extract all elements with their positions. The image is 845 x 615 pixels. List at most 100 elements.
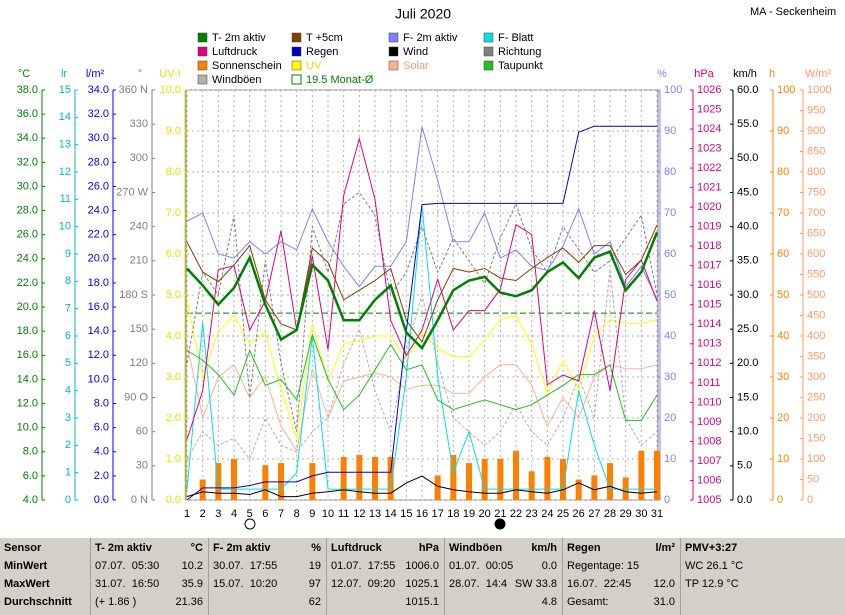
tick-label: 36.0	[17, 108, 38, 120]
tick-label: 6	[65, 330, 71, 342]
tick-label: 1012	[697, 357, 721, 369]
tick-label: 1018	[697, 240, 721, 252]
x-tick-label: 2	[200, 508, 206, 520]
sunshine-bar	[309, 463, 316, 500]
tick-label: 150	[807, 432, 825, 444]
tick-label: 18.0	[88, 277, 109, 289]
tick-label: 10.0	[88, 373, 109, 385]
stats-column: PMV+3:27 WC 26.1 °C TP 12.9 °C	[680, 538, 845, 615]
tick-label: 180 S	[119, 289, 148, 301]
axis-title: %	[657, 68, 667, 80]
tick-label: 5.0	[166, 289, 181, 301]
row-label-cell: Durchschnitt	[4, 596, 84, 612]
tick-label: 330	[130, 118, 148, 130]
header-cell: T- 2m aktiv °C	[95, 542, 203, 558]
tick-label: 34.0	[88, 84, 109, 96]
cell-value: 1025.1	[405, 578, 439, 590]
legend-swatch	[483, 32, 494, 43]
tick-label: 26.0	[17, 229, 38, 241]
stats-cell: 01.07. 00:05 0.0	[449, 560, 557, 576]
tick-label: 400	[807, 330, 825, 342]
stats-cell: (+ 1.86 ) 21.36	[95, 596, 203, 612]
stats-cell: 62	[213, 596, 321, 612]
cell-value: 35.9	[181, 578, 203, 590]
x-tick-label: 20	[479, 508, 491, 520]
tick-label: 24.0	[88, 204, 109, 216]
chart-title: Juli 2020	[395, 6, 451, 22]
cell-text: WC 26.1 °C	[685, 560, 744, 572]
legend-label: F- Blatt	[498, 32, 533, 44]
cell-text: 01.07. 17:55	[331, 560, 396, 572]
sunshine-bar	[434, 475, 441, 500]
tick-label: 80	[777, 166, 789, 178]
row-label-cell: MinWert	[4, 560, 84, 576]
tick-label: 360 N	[119, 84, 148, 96]
cell-value: 62	[308, 596, 321, 608]
tick-label: 450	[807, 309, 825, 321]
cell-text: 28.07. 14:4	[449, 578, 508, 590]
cell-text: 15.07. 10:20	[213, 578, 278, 590]
sunshine-bar	[466, 463, 472, 500]
tick-label: 40	[777, 330, 789, 342]
legend-swatch	[388, 60, 399, 71]
tick-label: 650	[807, 227, 825, 239]
tick-label: 0	[807, 494, 813, 506]
series-line	[186, 268, 658, 461]
x-tick-label: 11	[338, 508, 349, 520]
tick-label: 1016	[697, 279, 721, 291]
row-label: MinWert	[4, 560, 48, 572]
legend-swatch	[483, 60, 494, 71]
legend-swatch	[483, 46, 494, 57]
tick-label: 1005	[697, 494, 721, 506]
cell-value: 97	[308, 578, 321, 590]
tick-label: 16.0	[17, 349, 38, 361]
tick-label: 55.0	[737, 118, 758, 130]
x-tick-label: 30	[635, 508, 647, 520]
tick-label: 9.0	[166, 125, 181, 137]
tick-label: 22.0	[88, 229, 109, 241]
tick-label: 1010	[697, 396, 721, 408]
stats-cell: 31.07. 16:50 35.9	[95, 578, 203, 594]
tick-label: 1017	[697, 260, 721, 272]
stats-cell: TP 12.9 °C	[685, 578, 840, 594]
stats-column: Windböen km/h 01.07. 00:05 0.0 28.07. 14:4 SW…	[444, 538, 563, 615]
tick-label: 210	[130, 255, 148, 267]
tick-label: 24.0	[17, 253, 38, 265]
legend-label: Richtung	[498, 46, 541, 58]
tick-label: 5	[65, 357, 71, 369]
tick-label: 240	[130, 221, 148, 233]
tick-label: 0 N	[131, 494, 148, 506]
tick-label: 1014	[697, 318, 721, 330]
tick-label: 10	[59, 221, 71, 233]
column-header: Regen	[567, 542, 601, 554]
tick-label: 1025	[697, 103, 721, 115]
axis-title: W/m²	[805, 68, 832, 80]
sunshine-bar	[513, 450, 519, 500]
stats-column: Luftdruck hPa 01.07. 17:55 1006.0 12.07. 09:…	[326, 538, 445, 615]
tick-label: 9	[65, 248, 71, 260]
tick-label: 700	[807, 207, 825, 219]
legend-swatch	[291, 46, 302, 57]
x-tick-label: 8	[294, 508, 300, 520]
tick-label: 300	[807, 371, 825, 383]
tick-label: 0.0	[166, 494, 181, 506]
tick-label: 4.0	[94, 446, 109, 458]
sunshine-bar	[450, 454, 457, 500]
tick-label: 20.0	[737, 357, 758, 369]
x-tick-label: 9	[309, 508, 315, 520]
tick-label: 250	[807, 391, 825, 403]
legend-swatch	[291, 32, 302, 43]
stats-cell: 01.07. 17:55 1006.0	[331, 560, 439, 576]
cell-value: 21.36	[175, 596, 203, 608]
tick-label: 100	[777, 84, 795, 96]
legend-swatch	[388, 46, 399, 57]
full-moon-icon	[244, 518, 256, 530]
x-tick-label: 22	[510, 508, 522, 520]
tick-label: 6.0	[94, 422, 109, 434]
tick-label: 1015	[697, 299, 721, 311]
tick-label: 40	[664, 330, 676, 342]
tick-label: 8	[65, 275, 71, 287]
tick-label: 20	[664, 412, 676, 424]
tick-label: 1026	[697, 84, 721, 96]
tick-label: 35.0	[737, 255, 758, 267]
